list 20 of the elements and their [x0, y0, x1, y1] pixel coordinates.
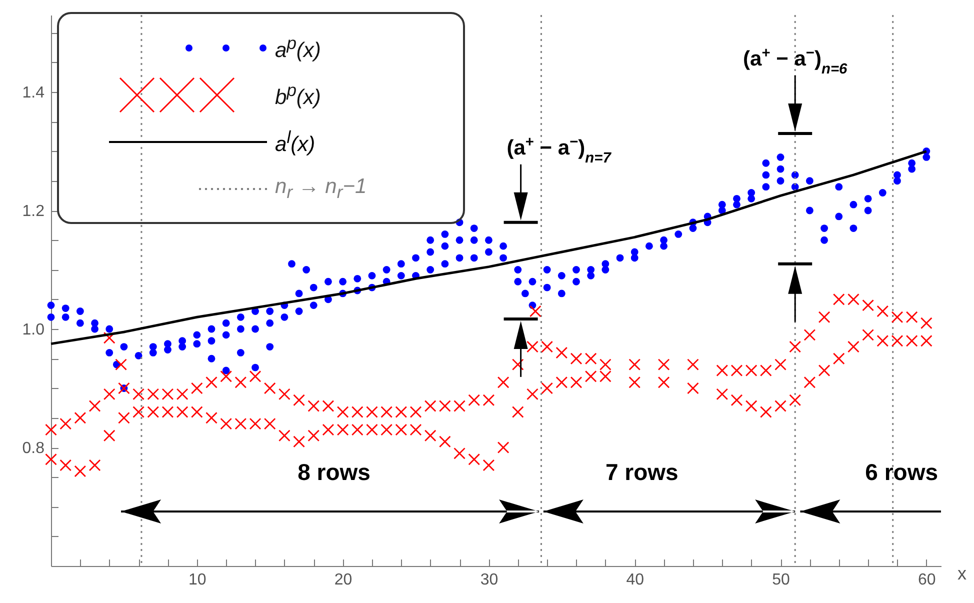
y-tick-label: 0.8	[22, 440, 45, 458]
y-tick-label: 1.2	[22, 203, 45, 220]
legend-label: b$^{p}$(x)	[274, 80, 322, 110]
legend-label: a$^{p}$(x)	[274, 33, 322, 63]
x-axis-title: x	[958, 564, 966, 584]
x-tick-label: 60	[918, 572, 936, 588]
text: a$^{l}$(x)	[274, 127, 316, 157]
annotation: 6 rows	[865, 459, 938, 486]
y-tick-label: 1.4	[22, 84, 45, 102]
annotation: 7 rows	[605, 459, 678, 486]
x-tick-label: 20	[334, 572, 352, 588]
ref-line-label: n$_{r}$ → n$_{r}$−1	[274, 174, 368, 204]
x-tick-label: 30	[480, 572, 498, 588]
annotation: (a$^{+}$ − a$^{−}$)$_{n=6}$	[743, 45, 848, 78]
x-tick-label: 40	[626, 572, 644, 588]
annotation: (a$^{+}$ − a$^{−}$)$_{n=7}$	[506, 134, 612, 166]
y-tick-label: 1.0	[22, 322, 45, 339]
x-tick-label: 50	[772, 572, 790, 588]
x-tick-label: 10	[188, 572, 206, 588]
annotation: 8 rows	[298, 459, 370, 486]
